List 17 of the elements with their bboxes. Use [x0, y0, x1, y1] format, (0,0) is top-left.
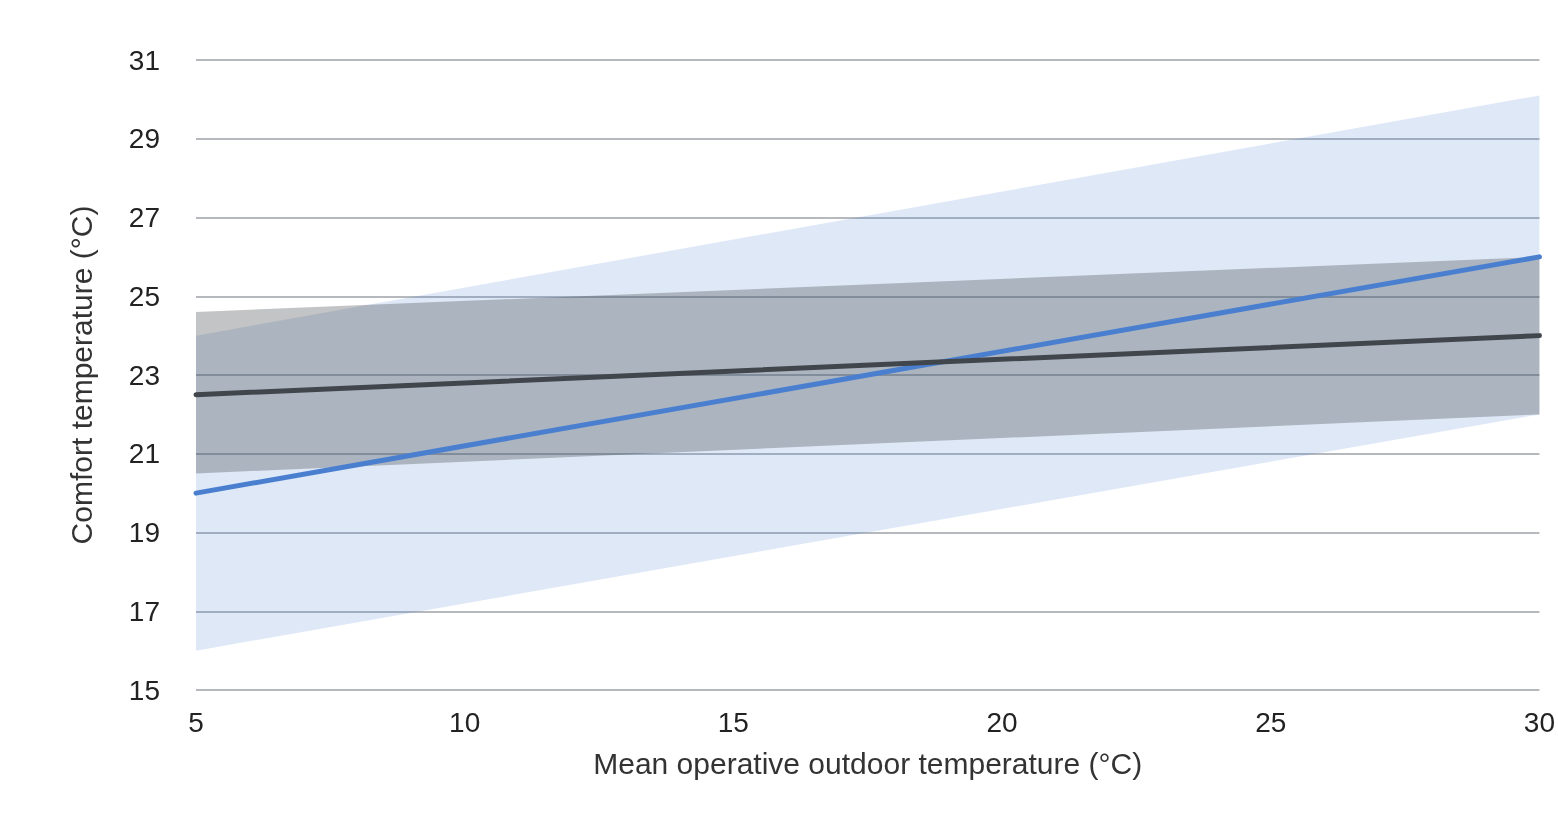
y-tick-label: 29	[128, 123, 160, 155]
x-tick-label: 25	[1255, 706, 1287, 738]
y-tick-label: 25	[128, 280, 160, 312]
x-tick-label: 10	[449, 706, 481, 738]
y-tick-label: 17	[128, 595, 160, 627]
y-tick-label: 31	[128, 44, 160, 76]
x-tick-label: 30	[1523, 706, 1556, 738]
x-tick-label: 5	[188, 706, 204, 738]
x-tick-label: 15	[717, 706, 749, 738]
y-tick-label: 23	[128, 359, 160, 391]
y-axis-title: Comfort temperature (°C)	[64, 205, 98, 545]
x-tick-label: 20	[986, 706, 1018, 738]
y-tick-label: 21	[128, 438, 160, 470]
y-tick-label: 15	[128, 674, 160, 706]
x-axis-title: Mean operative outdoor temperature (°C)	[593, 746, 1143, 780]
y-tick-label: 19	[128, 517, 160, 548]
y-tick-label: 27	[128, 202, 160, 233]
